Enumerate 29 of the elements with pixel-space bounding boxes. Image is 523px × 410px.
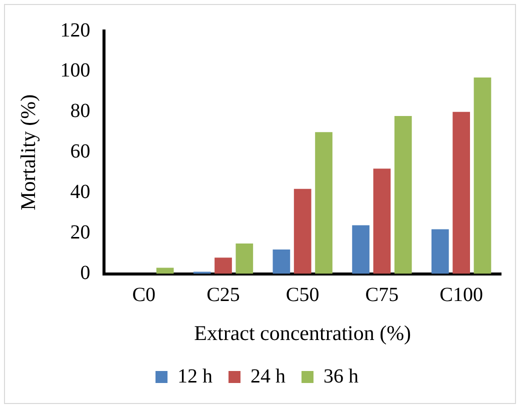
x-tick-label: C0 (132, 284, 156, 306)
bar (474, 78, 492, 274)
x-tick-label: C100 (440, 284, 483, 306)
bar (272, 250, 290, 274)
legend-label: 24 h (250, 365, 286, 388)
y-tick-label: 40 (70, 181, 90, 204)
bar (394, 116, 412, 274)
bar (156, 268, 174, 274)
bar (214, 258, 232, 274)
y-tick-label: 120 (60, 19, 90, 42)
y-tick-label: 80 (70, 100, 90, 122)
y-tick-label: 0 (80, 262, 90, 284)
bar (236, 243, 254, 274)
y-tick-label: 100 (60, 60, 90, 82)
x-tick-label: C25 (206, 284, 240, 306)
bar (315, 132, 332, 274)
y-tick-label: 20 (70, 222, 90, 244)
bar (431, 229, 449, 274)
y-axis-title: Mortality (%) (16, 94, 40, 210)
x-tick-label: C50 (286, 284, 320, 306)
bar (294, 188, 312, 274)
x-axis-title: Extract concentration (%) (194, 320, 412, 345)
legend-label: 12 h (178, 365, 212, 388)
x-tick-label: C75 (365, 284, 399, 306)
y-tick-label: 60 (70, 140, 90, 163)
bar (373, 168, 391, 274)
bar (452, 112, 470, 274)
legend-label: 36 h (324, 365, 358, 388)
bar (352, 225, 370, 274)
